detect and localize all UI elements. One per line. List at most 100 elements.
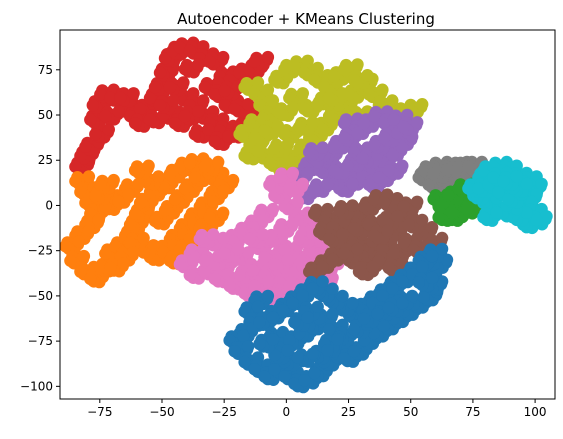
scatter-point <box>316 141 329 154</box>
scatter-point <box>198 81 211 94</box>
scatter-point <box>273 171 286 184</box>
scatter-point <box>256 228 270 241</box>
scatter-point <box>391 210 404 223</box>
scatter-point <box>173 258 187 271</box>
scatter-point <box>266 94 280 107</box>
scatter-point <box>217 50 230 64</box>
scatter-point <box>261 275 275 288</box>
axes: −75 −50 −25 0 25 50 75 100 −100 −75 −50 −25 0 25 50 75 <box>20 29 556 419</box>
scatter-point <box>311 98 324 111</box>
scatter-point <box>266 202 280 216</box>
scatter-point <box>128 164 142 177</box>
scatter-point <box>411 116 424 129</box>
scatter-point <box>248 55 261 68</box>
scatter-point <box>188 128 201 141</box>
scatter-point <box>283 334 296 347</box>
scatter-point <box>382 261 395 275</box>
scatter-point <box>104 261 117 275</box>
scatter-point <box>132 177 145 190</box>
scatter-point <box>281 253 294 266</box>
scatter-point <box>417 164 430 177</box>
y-tick-label: −50 <box>28 289 53 303</box>
scatter-point <box>347 345 361 358</box>
scatter-point <box>520 206 533 219</box>
x-tick-label: 25 <box>341 405 356 419</box>
scatter-point <box>288 316 301 329</box>
scatter-point <box>357 200 371 213</box>
scatter-point <box>193 232 206 246</box>
scatter-point <box>286 217 299 230</box>
scatter-point <box>396 296 409 310</box>
scatter-point <box>251 300 265 313</box>
scatter-point <box>402 218 415 231</box>
scatter-point <box>326 307 339 321</box>
y-tick-label: −25 <box>28 244 53 258</box>
scatter-point <box>293 120 306 134</box>
scatter-point <box>371 307 384 321</box>
scatter-point <box>442 189 455 202</box>
scatter-point <box>178 182 192 195</box>
scatter-point <box>197 94 210 107</box>
scatter-point <box>143 91 157 105</box>
scatter-point <box>218 99 231 112</box>
scatter-point <box>377 196 391 210</box>
scatter-point <box>123 236 137 249</box>
scatter-point <box>331 333 344 346</box>
scatter-point <box>303 265 316 278</box>
scatter-point <box>322 91 336 105</box>
scatter-point <box>261 289 275 303</box>
scatter-point <box>178 109 192 123</box>
scatter-point <box>301 311 314 324</box>
scatter-point <box>208 135 221 148</box>
scatter-point <box>173 243 187 257</box>
scatter-point <box>183 156 196 170</box>
scatter-point <box>203 55 216 68</box>
scatter-point <box>238 287 251 300</box>
scatter-point <box>381 224 394 237</box>
scatter-point <box>382 164 395 177</box>
scatter-point <box>296 87 309 100</box>
scatter-point <box>296 289 309 303</box>
scatter-point <box>351 126 364 140</box>
scatter-point <box>497 175 510 188</box>
scatter-point <box>352 265 366 278</box>
scatter-point <box>336 228 349 241</box>
scatter-point <box>278 128 291 141</box>
scatter-point <box>142 159 155 172</box>
scatter-point <box>288 59 301 72</box>
scatter-point <box>107 173 120 187</box>
scatter-point <box>133 196 147 210</box>
scatter-point <box>173 41 187 54</box>
scatter-point <box>60 240 72 253</box>
scatter-point <box>327 164 341 177</box>
scatter-point <box>177 76 190 89</box>
scatter-point <box>316 275 329 288</box>
scatter-point <box>425 271 439 284</box>
scatter-point <box>251 145 265 158</box>
scatter-point <box>243 232 256 246</box>
scatter-point <box>308 182 321 195</box>
series-1 <box>69 36 275 177</box>
scatter-point <box>357 312 371 325</box>
scatter-point <box>322 109 336 123</box>
scatter-point <box>367 138 381 152</box>
scatter-point <box>367 193 381 206</box>
scatter-point <box>303 146 316 159</box>
scatter-point <box>89 128 102 141</box>
scatter-point <box>396 275 409 288</box>
scatter-point <box>163 81 177 94</box>
scatter-point <box>187 253 200 266</box>
scatter-point <box>128 117 142 130</box>
scatter-point <box>122 188 135 201</box>
scatter-point <box>266 333 280 346</box>
scatter-point <box>208 88 221 101</box>
scatter-point <box>308 207 321 220</box>
scatter-point <box>276 304 290 317</box>
scatter-point <box>288 377 301 390</box>
scatter-point <box>217 231 230 245</box>
scatter-point <box>397 236 410 249</box>
scatter-point <box>228 345 241 358</box>
scatter-point <box>258 124 271 137</box>
scatter-point <box>212 155 225 169</box>
